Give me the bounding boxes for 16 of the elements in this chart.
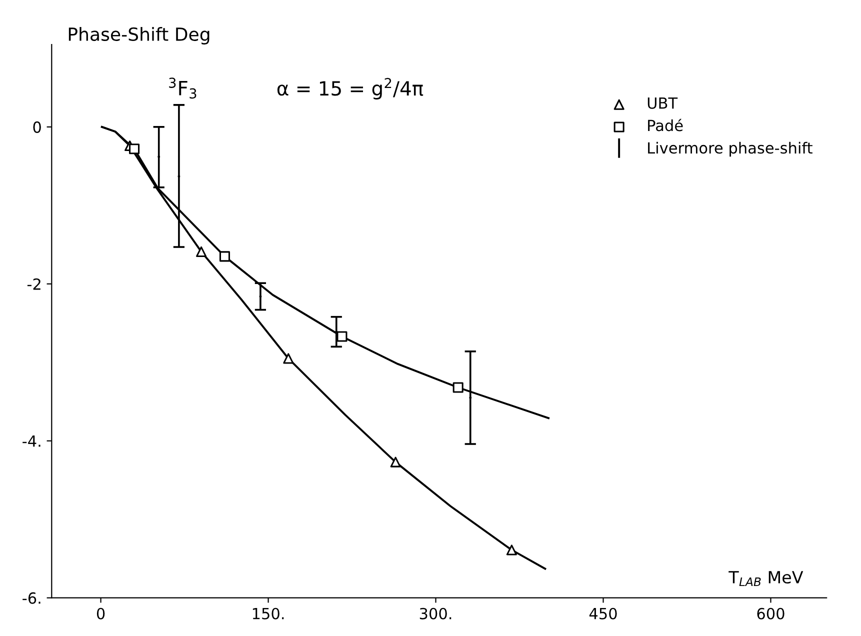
x-tick-label: 450 xyxy=(589,608,617,620)
x-tick-label: 600 xyxy=(757,608,784,620)
legend-label: Padé xyxy=(648,118,683,132)
annotation: α = 15 = g$^{2}$/4π xyxy=(277,78,424,100)
y-tick-label: -2 xyxy=(27,278,40,290)
x-tick-label: 150. xyxy=(252,608,284,620)
y-axis-title: Phase-Shift Deg xyxy=(68,27,210,45)
annotation: $^{3}$F$_{3}$ xyxy=(169,78,196,99)
legend-label: Livermore phase-shift xyxy=(648,142,812,157)
x-tick-label: 0 xyxy=(96,608,105,620)
y-tick-label: 0 xyxy=(33,121,41,133)
legend-label: UBT xyxy=(648,97,678,109)
x-axis-title: T$_{LAB}$ MeV xyxy=(728,571,804,586)
x-tick-label: 300. xyxy=(420,608,452,620)
y-tick-label: -4. xyxy=(22,436,40,447)
y-tick-label: -6. xyxy=(22,592,40,604)
